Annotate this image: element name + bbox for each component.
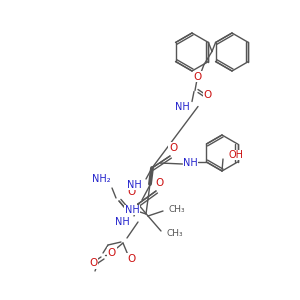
Text: O: O [194,71,202,82]
Text: O: O [127,187,135,197]
Text: CH₃: CH₃ [167,229,183,238]
Text: O: O [127,254,135,264]
Text: NH: NH [124,205,140,215]
Text: NH: NH [115,217,129,227]
Text: NH: NH [183,158,198,168]
Text: O: O [169,143,177,153]
Text: NH: NH [175,101,189,112]
Text: O: O [89,258,97,268]
Text: CH₃: CH₃ [169,205,185,214]
Text: OH: OH [229,150,244,160]
Text: O: O [155,178,163,188]
Text: O: O [204,89,212,100]
Text: NH: NH [127,180,141,190]
Text: NH₂: NH₂ [92,174,110,184]
Text: O: O [108,248,116,258]
